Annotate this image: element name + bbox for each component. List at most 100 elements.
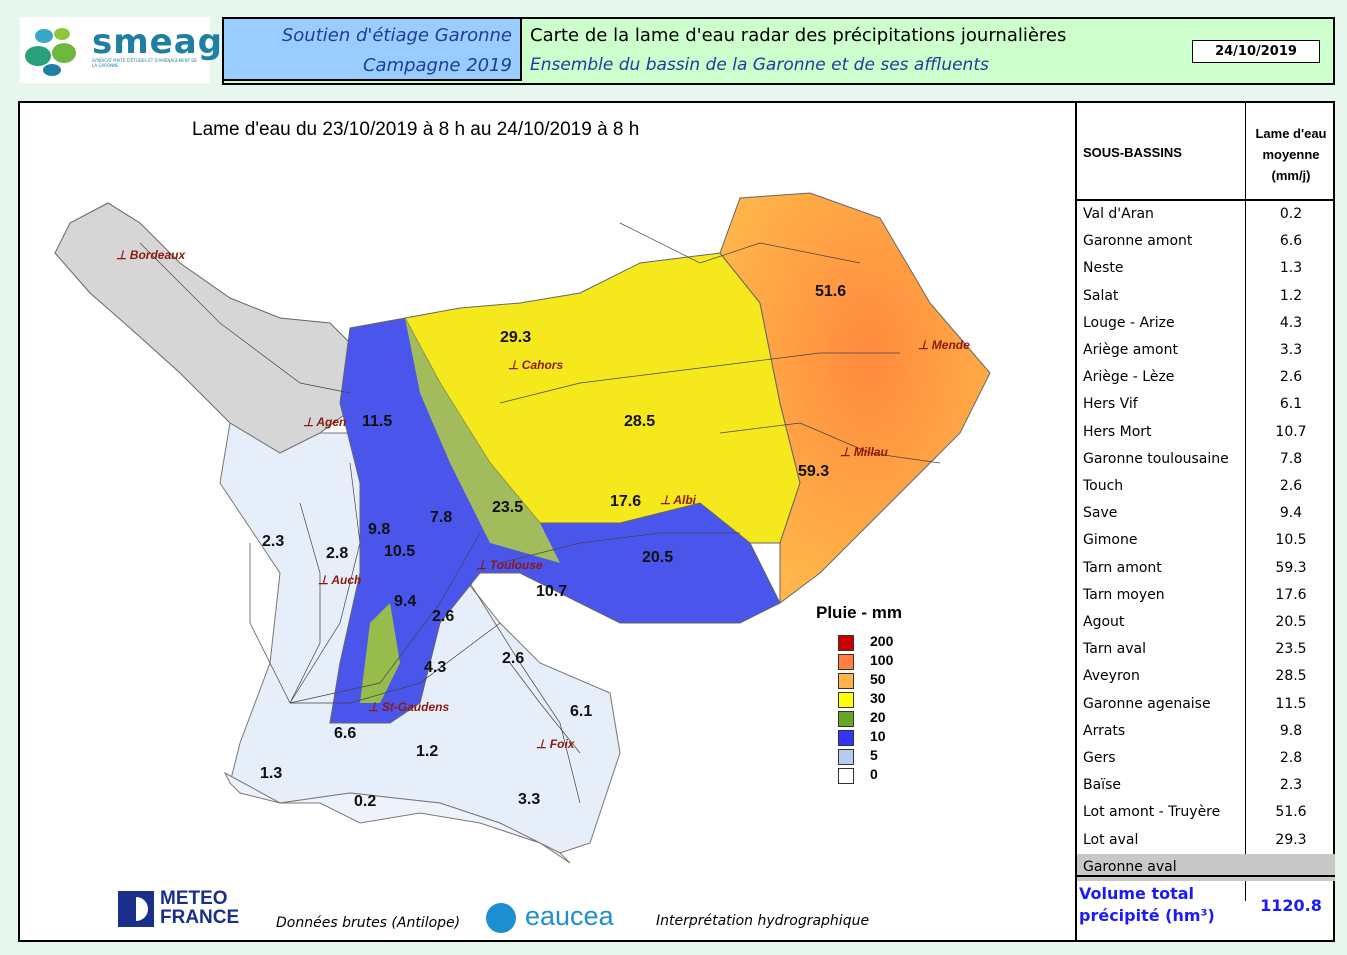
table-row: Touch 2.6: [1077, 473, 1335, 500]
legend-label: 30: [870, 690, 886, 706]
legend-swatch: [838, 730, 854, 746]
basin-value-label: 3.3: [518, 791, 541, 808]
basin-value-label: 2.6: [432, 608, 455, 625]
basin-value-label: 29.3: [500, 329, 532, 346]
basin-value-label: 17.6: [610, 493, 642, 510]
legend-swatch: [838, 768, 854, 784]
city-label: ⊥ Mende: [918, 338, 970, 352]
basin-value-label: 6.6: [334, 725, 357, 742]
table-row: Tarn amont 59.3: [1077, 555, 1335, 582]
table-row: Save 9.4: [1077, 500, 1335, 527]
sub-basin-name: Aveyron: [1083, 668, 1140, 685]
sub-basin-value: 10.7: [1275, 423, 1307, 440]
basin-pyrenees: [223, 771, 571, 864]
sub-basin-name: Gers: [1083, 750, 1116, 766]
sub-basin-value: 17.6: [1275, 586, 1307, 603]
basin-value-label: 0.2: [354, 793, 377, 810]
basin-value-label: 10.7: [536, 583, 568, 600]
data-source-label: Données brutes (Antilope): [276, 915, 461, 931]
table-row: Garonne amont 6.6: [1077, 228, 1335, 255]
table-header-rain-depth-line1: Lame d'eau: [1255, 126, 1327, 141]
table-row: Salat 1.2: [1077, 283, 1335, 310]
city-marker-icon: ⊥: [660, 493, 674, 507]
sub-basin-value: 7.8: [1279, 450, 1303, 467]
basin-value-label: 2.3: [262, 533, 285, 550]
sub-basin-name: Tarn moyen: [1083, 586, 1165, 603]
sub-basin-name: Garonne toulousaine: [1083, 450, 1229, 467]
table-row: Gimone 10.5: [1077, 527, 1335, 554]
rain-band-green: [405, 318, 560, 563]
table-row: Hers Vif 6.1: [1077, 391, 1335, 418]
city-label: ⊥ Foix: [536, 737, 575, 751]
city-label: ⊥ Cahors: [508, 358, 564, 372]
table-row: Tarn aval 23.5: [1077, 636, 1335, 663]
smeag-logo-icon: [25, 28, 76, 76]
city-label: ⊥ Agen: [303, 415, 347, 429]
sub-basin-value: 28.5: [1275, 668, 1307, 685]
sub-basin-value: 9.8: [1279, 722, 1303, 739]
sub-basin-value: 10.5: [1275, 532, 1307, 549]
basin-value-label: 28.5: [624, 413, 656, 430]
sub-basin-name: Lot amont - Truyère: [1083, 804, 1221, 821]
smeag-logo: [20, 17, 210, 83]
meteo-france-logo-text: METEO FRANCE: [160, 889, 239, 927]
sub-basin-value: 59.3: [1275, 559, 1307, 576]
total-volume-label-line2: précipité (hm³): [1079, 906, 1215, 925]
basin-value-label: 23.5: [492, 499, 524, 516]
legend-label: 5: [870, 747, 878, 763]
basin-value-label: 9.4: [394, 593, 417, 610]
sub-basin-value: 6.6: [1279, 233, 1303, 250]
table-row: Garonne agenaise 11.5: [1077, 691, 1335, 718]
table-header-divider: [1077, 199, 1335, 201]
sub-basin-value: 6.1: [1279, 396, 1303, 413]
basin-value-label: 59.3: [798, 463, 830, 480]
sub-basin-value: 23.5: [1275, 641, 1307, 658]
header-campaign-year: Campagne 2019: [362, 55, 512, 76]
total-volume-label: Volume total précipité (hm³): [1079, 883, 1215, 927]
table-header-sub-basins: SOUS-BASSINS: [1083, 145, 1182, 160]
meteo-france-line1: METEO: [160, 888, 228, 909]
basin-value-label: 51.6: [815, 283, 847, 300]
legend-label: 100: [870, 652, 894, 668]
table-header-rain-depth: Lame d'eau moyenne (mm/j): [1247, 123, 1335, 186]
sub-basin-name: Touch: [1083, 478, 1124, 494]
legend-label: 0: [870, 766, 878, 782]
table-row: Lot aval 29.3: [1077, 827, 1335, 854]
basin-value-label: 4.3: [424, 659, 447, 676]
table-footer-divider: [1077, 875, 1335, 877]
meteo-france-icon: [118, 891, 154, 927]
sub-basin-name: Gimone: [1083, 532, 1138, 549]
city-marker-icon: ⊥: [116, 248, 130, 262]
basin-value-label: 9.8: [368, 521, 391, 538]
basin-value-label: 6.1: [570, 703, 593, 720]
sub-basin-value: 2.6: [1279, 478, 1303, 494]
table-row: Val d'Aran 0.2: [1077, 201, 1335, 228]
sub-basin-name: Salat: [1083, 287, 1119, 304]
city-label: ⊥ St-Gaudens: [368, 700, 450, 714]
header-map-subtitle: Ensemble du bassin de la Garonne et de s…: [530, 55, 989, 75]
basin-value-label: 1.3: [260, 765, 283, 782]
table-row: Aveyron 28.5: [1077, 663, 1335, 690]
sub-basin-value: 3.3: [1279, 342, 1303, 358]
city-marker-icon: ⊥: [318, 573, 332, 587]
table-row: Neste 1.3: [1077, 255, 1335, 282]
sub-basin-value: 11.5: [1275, 695, 1307, 712]
basin-lot-amont-tarn-amont: [719, 192, 991, 604]
table-row: Agout 20.5: [1077, 609, 1335, 636]
basin-value-label: 1.2: [416, 743, 439, 760]
sub-basin-name: Hers Vif: [1083, 396, 1138, 413]
city-label: ⊥ Bordeaux: [116, 248, 186, 262]
basin-value-label: 11.5: [362, 413, 393, 430]
basin-value-label: 2.8: [326, 545, 349, 562]
city-marker-icon: ⊥: [303, 415, 317, 429]
city-marker-icon: ⊥: [840, 445, 854, 459]
table-row: Arrats 9.8: [1077, 718, 1335, 745]
city-marker-icon: ⊥: [368, 700, 382, 714]
city-marker-icon: ⊥: [918, 338, 932, 352]
table-row: Gers 2.8: [1077, 745, 1335, 772]
legend-label: 200: [870, 633, 894, 649]
sub-basin-name: Garonne aval: [1083, 858, 1177, 875]
sub-basin-name: Lot aval: [1083, 831, 1139, 848]
city-marker-icon: ⊥: [508, 358, 522, 372]
sub-basin-value: 51.6: [1275, 804, 1307, 821]
